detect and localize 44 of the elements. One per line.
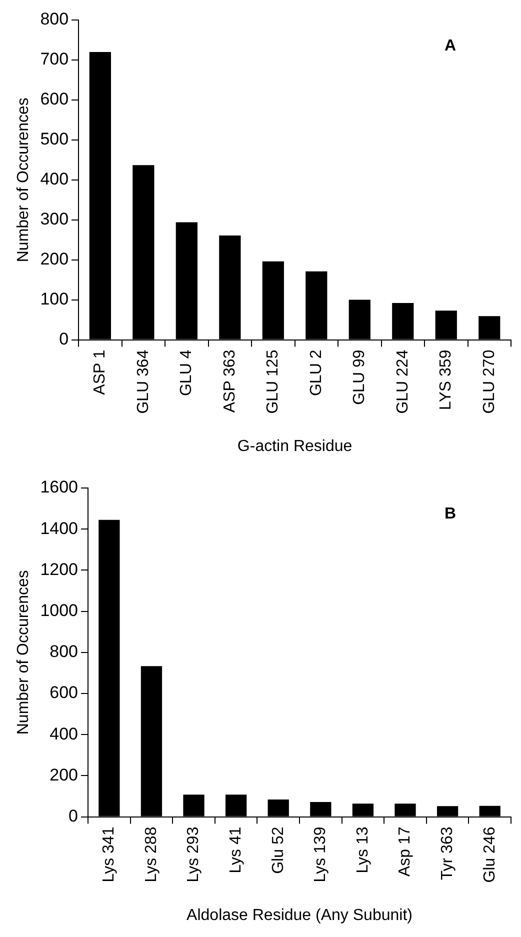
x-tick-label: Glu 246 <box>481 826 498 883</box>
y-axis-title: Number of Occurences <box>15 570 32 735</box>
y-tick-label: 200 <box>50 765 78 784</box>
y-tick-label: 100 <box>40 289 69 308</box>
y-tick-label: 400 <box>40 170 69 189</box>
y-tick-label: 0 <box>68 806 78 826</box>
y-tick-label: 1600 <box>40 478 78 497</box>
x-tick-label: GLU 99 <box>351 350 368 405</box>
x-tick-label: ASP 1 <box>92 350 109 395</box>
x-tick-label: LYS 359 <box>438 350 455 410</box>
y-tick-label: 300 <box>40 210 69 229</box>
y-tick-label: 0 <box>59 329 69 348</box>
annotation: A <box>444 37 456 54</box>
y-tick-label: 400 <box>50 724 78 744</box>
x-tick-label: Glu 52 <box>270 826 287 874</box>
y-tick-label: 1200 <box>40 560 78 579</box>
x-tick-label: GLU 4 <box>178 350 196 396</box>
x-tick-label: Lys 341 <box>100 826 118 882</box>
x-tick-label: GLU 224 <box>394 350 412 414</box>
x-tick-label: Asp 17 <box>396 826 414 877</box>
y-tick-label: 800 <box>40 10 69 29</box>
x-tick-label: GLU 2 <box>308 350 325 396</box>
x-tick-label: GLU 364 <box>134 350 152 414</box>
y-tick-label: 500 <box>40 130 69 149</box>
y-tick-label: 600 <box>40 90 69 109</box>
y-tick-label: 1400 <box>40 518 78 538</box>
y-tick-label: 800 <box>50 642 78 662</box>
x-tick-label: Lys 41 <box>227 826 244 874</box>
y-tick-label: 700 <box>40 50 69 69</box>
y-tick-label: 200 <box>40 250 69 269</box>
x-tick-label: Lys 139 <box>312 826 330 882</box>
x-tick-label: Tyr 363 <box>438 826 456 880</box>
x-tick-label: Lys 288 <box>142 826 160 882</box>
x-axis-title: Aldolase Residue (Any Subunit) <box>186 906 412 924</box>
y-axis-title: Number of Occurences <box>15 98 32 262</box>
x-tick-label: GLU 270 <box>480 350 498 414</box>
x-tick-label: ASP 363 <box>221 350 238 413</box>
x-axis-title: G-actin Residue <box>237 438 352 455</box>
x-tick-label: GLU 125 <box>264 350 282 414</box>
x-tick-label: Lys 293 <box>185 826 202 882</box>
y-tick-label: 1000 <box>40 600 78 620</box>
annotation: B <box>444 505 456 522</box>
y-tick-label: 600 <box>50 683 78 702</box>
x-tick-label: Lys 13 <box>354 826 372 874</box>
